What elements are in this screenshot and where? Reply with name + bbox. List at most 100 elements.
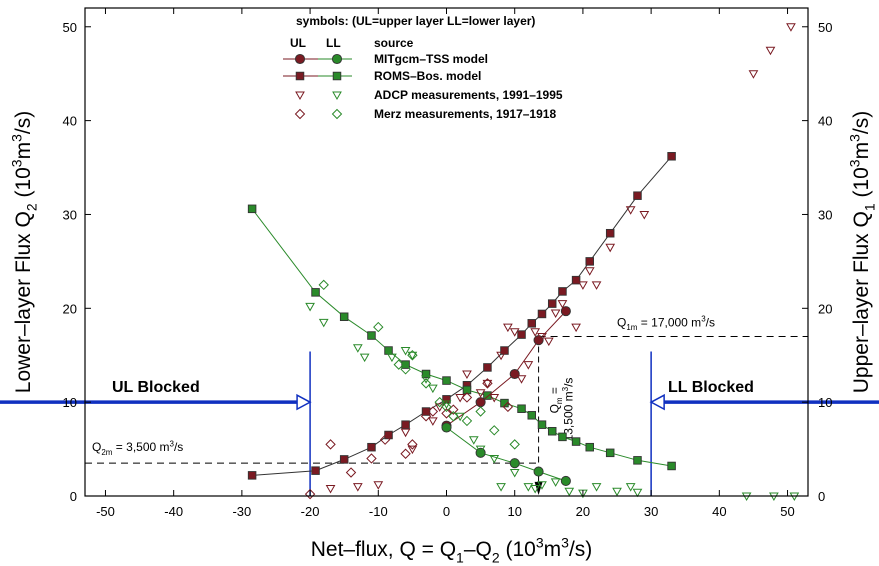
superscript: 3	[9, 134, 25, 142]
superscript: 3	[847, 159, 863, 167]
data-point	[400, 347, 411, 356]
data-point	[517, 330, 526, 339]
superscript: 3	[170, 439, 175, 448]
legend-marker-ul	[294, 108, 306, 120]
data-point	[558, 287, 567, 296]
data-point	[318, 318, 329, 328]
legend-header: symbols: (UL=upper layer LL=lower layer)	[296, 14, 535, 28]
data-point	[533, 466, 544, 477]
x-tick-label: 0	[443, 504, 450, 519]
data-point	[462, 385, 472, 395]
data-point	[427, 384, 438, 394]
data-point	[475, 389, 486, 398]
legend-marker-ll	[331, 53, 343, 65]
y-right-tick-label: 10	[818, 395, 832, 410]
y-left-axis-title: Lower–layer Flux Q2 (103m3/s)	[9, 111, 40, 393]
data-point	[379, 434, 391, 445]
data-point	[509, 439, 520, 450]
data-point	[632, 488, 643, 498]
data-point	[633, 191, 642, 200]
data-point	[468, 436, 479, 445]
legend-col-source: source	[374, 36, 414, 50]
data-point	[359, 353, 370, 363]
text-part: Q	[548, 404, 562, 413]
data-point	[345, 467, 357, 478]
data-point	[441, 422, 452, 433]
data-point	[523, 361, 534, 370]
series-layer	[247, 23, 800, 502]
ul-arrow-head	[296, 393, 312, 411]
axes-layer: -50 -40 -30 -20 -10 0 10 20 30 40 50 0 0 10 10 20 20 30 30…	[9, 7, 878, 565]
x-tick-label: -20	[301, 504, 320, 519]
data-point	[585, 257, 594, 266]
data-point	[421, 369, 431, 379]
data-point	[352, 344, 363, 353]
data-point	[461, 392, 473, 403]
data-point	[502, 401, 514, 413]
text-part: /s	[562, 378, 576, 387]
text-part: Upper–layer Flux Q	[850, 211, 873, 393]
data-point	[509, 328, 520, 337]
data-point	[427, 406, 439, 417]
data-point	[571, 437, 581, 446]
data-point	[448, 411, 459, 422]
series-triangle-ul	[325, 23, 796, 494]
text-part: (10	[500, 538, 536, 561]
x-tick-label: -30	[232, 504, 251, 519]
subscript: 1m	[626, 323, 637, 332]
x-tick-label: -40	[164, 504, 183, 519]
text-part: /s)	[569, 538, 592, 561]
legend-label: Merz measurements, 1917–1918	[374, 107, 556, 121]
data-point	[318, 279, 329, 291]
data-point	[393, 359, 404, 370]
data-point	[605, 448, 615, 458]
data-point	[401, 420, 410, 429]
data-point	[496, 483, 506, 492]
y-right-axis-title-text: Upper–layer Flux Q1 (103m3/s)	[847, 111, 878, 393]
data-point	[420, 411, 432, 422]
data-point	[489, 393, 500, 403]
data-point	[407, 351, 418, 361]
text-part: =	[548, 387, 562, 397]
data-point	[786, 23, 796, 32]
superscript: 3	[9, 159, 25, 167]
data-point	[591, 483, 602, 492]
ll-arrow-head	[649, 393, 665, 411]
text-part: Net–flux, Q = Q	[311, 538, 456, 561]
series-square-ul	[247, 152, 676, 480]
y-right-tick-label: 0	[818, 489, 825, 504]
data-point	[482, 378, 493, 389]
x-tick-label: 10	[507, 504, 521, 519]
ll-blocked-label: LL Blocked	[668, 379, 754, 396]
data-point	[483, 363, 492, 372]
data-point	[585, 442, 594, 452]
data-point	[367, 331, 376, 340]
data-point	[482, 379, 493, 389]
y-left-tick-label: 20	[63, 301, 77, 316]
data-point	[441, 408, 452, 419]
data-point	[247, 204, 257, 214]
data-point	[605, 228, 615, 238]
data-point	[387, 353, 397, 363]
series-line	[251, 208, 672, 467]
data-point	[509, 458, 520, 469]
data-point	[578, 281, 588, 290]
y-right-axis-title: Upper–layer Flux Q1 (103m3/s)	[847, 111, 878, 393]
data-point	[400, 428, 411, 438]
data-point	[366, 453, 377, 464]
data-point	[550, 309, 561, 319]
data-point	[537, 420, 547, 429]
data-point	[560, 475, 571, 487]
data-point	[462, 370, 472, 380]
data-point	[765, 46, 776, 56]
data-point	[475, 445, 486, 455]
series-diamond-ul	[304, 378, 514, 500]
y-left-tick-label: 40	[63, 114, 77, 129]
subscript: 1	[456, 549, 464, 565]
data-point	[625, 483, 636, 492]
text-part: m	[12, 142, 35, 160]
data-point	[373, 321, 384, 333]
y-left-axis-title-text: Lower–layer Flux Q2 (103m3/s)	[9, 111, 40, 393]
data-point	[325, 484, 336, 494]
